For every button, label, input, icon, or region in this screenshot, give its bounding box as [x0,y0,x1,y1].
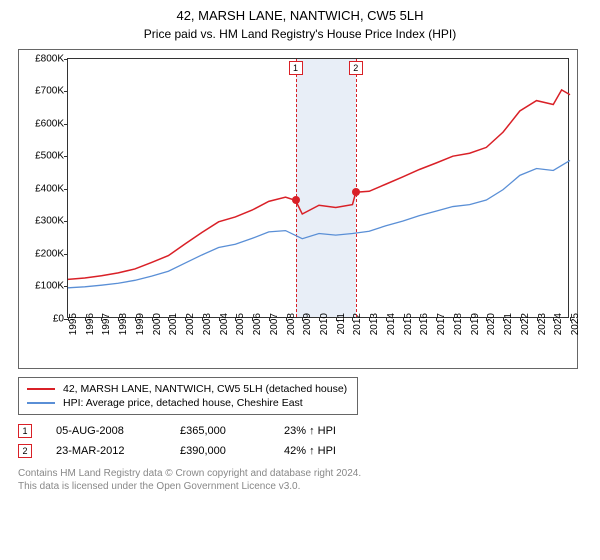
series-line [68,90,570,279]
transaction-hpi: 42% ↑ HPI [284,445,384,457]
y-axis-label: £500K [35,151,64,162]
chart-box: £0 £100K £200K £300K £400K £500K £600K £700K £80… [18,49,578,369]
y-axis-label: £300K [35,216,64,227]
legend-label: 42, MARSH LANE, NANTWICH, CW5 5LH (detac… [63,383,347,395]
y-axis-label: £100K [35,281,64,292]
series-line [68,160,570,287]
x-axis-label: 2025 [570,301,581,341]
chart-container: 42, MARSH LANE, NANTWICH, CW5 5LH Price … [0,0,600,503]
y-axis-label: £800K [35,53,64,64]
transaction-date: 05-AUG-2008 [56,425,156,437]
transaction-marker: 2 [18,444,32,458]
chart-subtitle: Price paid vs. HM Land Registry's House … [12,27,588,41]
legend-swatch [27,402,55,404]
legend: 42, MARSH LANE, NANTWICH, CW5 5LH (detac… [18,377,358,415]
transaction-price: £365,000 [180,425,260,437]
footer-attribution: Contains HM Land Registry data © Crown c… [18,467,588,493]
transaction-price: £390,000 [180,445,260,457]
sale-point [292,196,300,204]
legend-swatch [27,388,55,390]
transaction-row: 2 23-MAR-2012 £390,000 42% ↑ HPI [18,441,588,461]
sale-point [352,188,360,196]
y-axis-label: £0 [53,313,64,324]
legend-row: 42, MARSH LANE, NANTWICH, CW5 5LH (detac… [27,382,349,396]
y-axis-label: £600K [35,118,64,129]
y-axis-label: £400K [35,183,64,194]
footer-line-2: This data is licensed under the Open Gov… [18,480,588,493]
transaction-marker: 1 [18,424,32,438]
footer-line-1: Contains HM Land Registry data © Crown c… [18,467,588,480]
transaction-hpi: 23% ↑ HPI [284,425,384,437]
transaction-row: 1 05-AUG-2008 £365,000 23% ↑ HPI [18,421,588,441]
y-axis-label: £200K [35,248,64,259]
y-axis-label: £700K [35,86,64,97]
transactions-table: 1 05-AUG-2008 £365,000 23% ↑ HPI 2 23-MAR-201… [18,421,588,461]
legend-label: HPI: Average price, detached house, Ches… [63,397,303,409]
chart-title: 42, MARSH LANE, NANTWICH, CW5 5LH [12,8,588,25]
legend-row: HPI: Average price, detached house, Ches… [27,396,349,410]
line-layer [68,59,570,319]
plot-area: £0£100K£200K£300K£400K£500K£600K£700K£80… [67,58,569,318]
transaction-date: 23-MAR-2012 [56,445,156,457]
